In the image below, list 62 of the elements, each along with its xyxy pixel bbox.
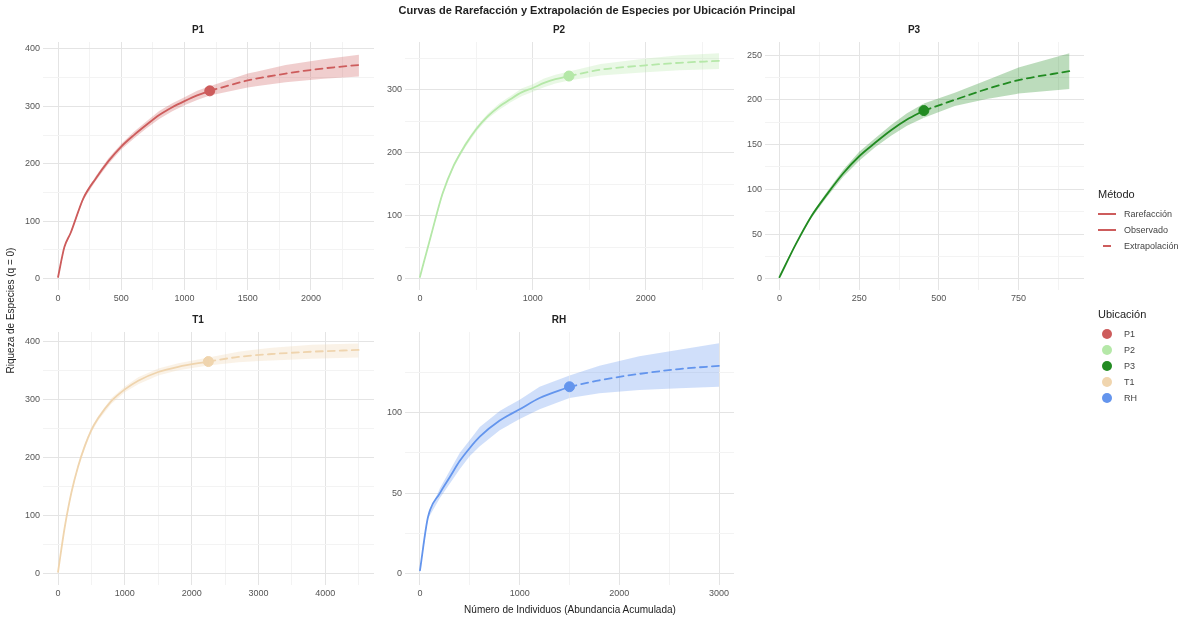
category-label: RH xyxy=(1124,393,1137,403)
y-tick-label: 100 xyxy=(386,407,403,418)
y-tick-label: 100 xyxy=(386,210,403,221)
y-tick-label: 200 xyxy=(746,94,763,105)
y-tick-label: 0 xyxy=(35,273,41,284)
x-tick-label: 1000 xyxy=(114,588,135,599)
x-tick-label: 1500 xyxy=(237,293,258,304)
y-tick-label: 0 xyxy=(757,273,763,284)
y-tick-label: 0 xyxy=(397,273,403,284)
category-label: P3 xyxy=(1124,361,1136,371)
x-tick-label: 3000 xyxy=(248,588,269,599)
x-tick-label: 4000 xyxy=(315,588,336,599)
y-tick-label: 150 xyxy=(746,139,763,150)
x-tick-label: 750 xyxy=(1011,293,1027,304)
x-tick-label: 0 xyxy=(55,293,61,304)
x-tick-label: 0 xyxy=(417,588,423,599)
y-tick-label: 250 xyxy=(746,49,763,60)
y-tick-label: 100 xyxy=(746,183,763,194)
x-tick-label: 1000 xyxy=(522,293,543,304)
legend-label: Extrapolación xyxy=(1124,241,1179,251)
y-tick-label: 400 xyxy=(24,43,41,54)
x-tick-label: 0 xyxy=(417,293,423,304)
x-tick-label: 1000 xyxy=(174,293,195,304)
x-tick-label: 2000 xyxy=(181,588,202,599)
x-tick-label: 250 xyxy=(851,293,867,304)
chart-title: P3 xyxy=(907,23,921,35)
category-label: T1 xyxy=(1124,377,1135,387)
x-tick-label: 1000 xyxy=(509,588,530,599)
chart-title: P2 xyxy=(552,23,566,35)
y-tick-label: 100 xyxy=(24,510,41,521)
y-tick-label: 300 xyxy=(386,84,403,95)
x-tick-label: 3000 xyxy=(709,588,730,599)
category-label: P2 xyxy=(1124,345,1136,355)
x-tick-label: 2000 xyxy=(609,588,630,599)
legend-title: Método xyxy=(1098,188,1136,200)
y-tick-label: 0 xyxy=(397,568,403,579)
y-tick-label: 50 xyxy=(392,487,403,498)
chart-title: T1 xyxy=(192,313,205,325)
y-tick-label: 0 xyxy=(35,568,41,579)
legend-title: Ubicación xyxy=(1098,308,1147,320)
chart-title: P1 xyxy=(191,23,205,35)
y-tick-label: 50 xyxy=(752,228,763,239)
x-tick-label: 2000 xyxy=(635,293,656,304)
x-tick-label: 500 xyxy=(931,293,947,304)
y-tick-label: 200 xyxy=(24,158,41,169)
legend-label: Observado xyxy=(1124,225,1169,235)
text: Número de Individuos (Abundancia Acumulada) xyxy=(463,604,677,615)
y-tick-label: 200 xyxy=(386,147,403,158)
y-tick-label: 200 xyxy=(24,452,41,463)
x-tick-label: 500 xyxy=(113,293,129,304)
category-label: P1 xyxy=(1124,329,1136,339)
text: Curvas de Rarefacción y Extrapolación de Especies por Ubicación Principal xyxy=(397,4,797,16)
y-tick-label: 400 xyxy=(24,336,41,347)
chart-title: RH xyxy=(551,313,567,325)
x-tick-label: 2000 xyxy=(300,293,321,304)
y-tick-label: 300 xyxy=(24,394,41,405)
text: Riqueza de Especies (q = 0) xyxy=(4,246,16,376)
y-tick-label: 100 xyxy=(24,215,41,226)
x-tick-label: 0 xyxy=(55,588,61,599)
y-tick-label: 300 xyxy=(24,100,41,111)
x-tick-label: 0 xyxy=(777,293,783,304)
legend-label: Rarefacción xyxy=(1124,209,1173,219)
